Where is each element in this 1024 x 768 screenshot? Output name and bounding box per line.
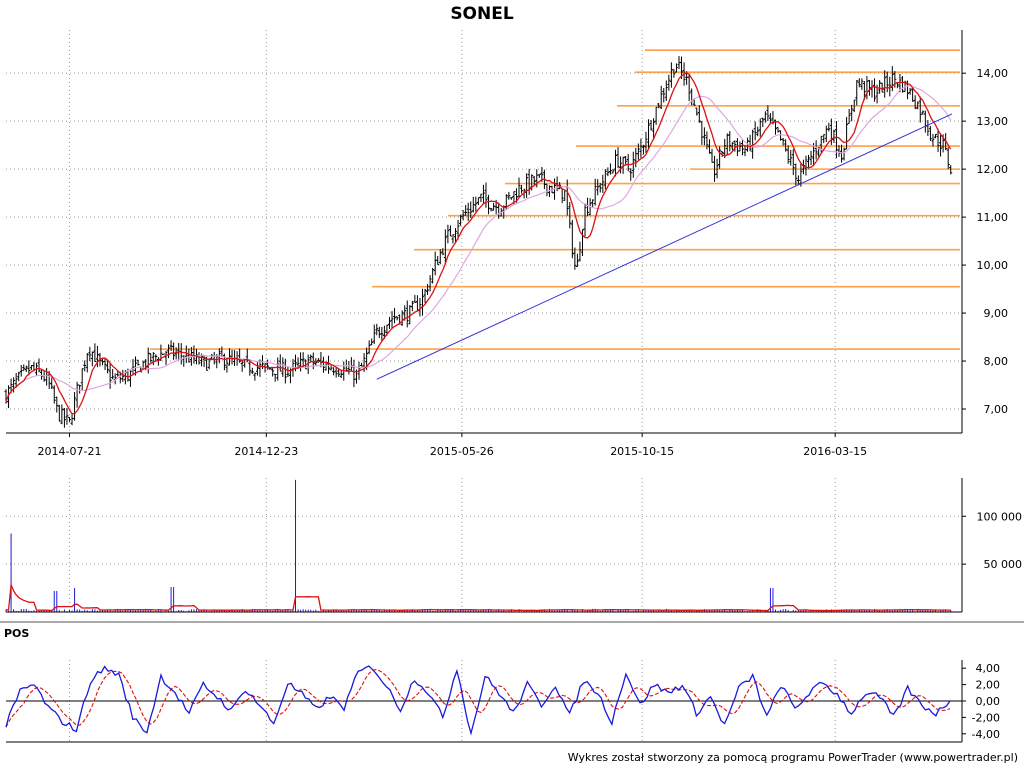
price-y-tick-label: 10,00 (977, 259, 1009, 272)
date-tick-label: 2016-03-15 (803, 445, 867, 458)
pos-y-tick-label: 4,00 (976, 662, 1001, 675)
volume-grid (6, 478, 962, 612)
price-y-tick-label: 11,00 (977, 211, 1009, 224)
volume-moving-average (5, 584, 951, 612)
pos-signal-line (5, 669, 951, 728)
pos-y-tick-label: -2,00 (972, 711, 1000, 724)
date-tick-label: 2015-10-15 (610, 445, 674, 458)
price-y-tick-label: 14,00 (977, 67, 1009, 80)
volume-y-tick-label: 100 000 (977, 510, 1023, 523)
fast-moving-average (5, 72, 952, 415)
trendline (376, 113, 953, 380)
slow-moving-average (5, 84, 952, 403)
price-y-tick-label: 13,00 (977, 115, 1009, 128)
volume-y-tick-label: 50 000 (984, 558, 1023, 571)
pos-y-tick-label: 2,00 (976, 679, 1001, 692)
pos-y-ticks: 4,00 2,00 0,00 -2,00 -4,00 (962, 662, 1000, 741)
price-grid (6, 30, 962, 433)
pos-line (5, 665, 951, 736)
pos-label: POS (4, 627, 29, 640)
footer-credit: Wykres został stworzony za pomocą progra… (568, 751, 1018, 764)
pos-y-tick-label: 0,00 (976, 695, 1001, 708)
pos-y-tick-label: -4,00 (972, 728, 1000, 741)
volume-bars (5, 479, 952, 612)
horizontal-levels (150, 49, 960, 350)
volume-y-ticks: 50 000 100 000 (962, 510, 1022, 571)
price-y-tick-label: 8,00 (984, 355, 1009, 368)
pos-panel: POS 4,00 2,00 0,00 -2,00 -4,00 (0, 621, 1024, 743)
price-y-tick-label: 7,00 (984, 403, 1009, 416)
date-tick-label: 2014-12-23 (234, 445, 298, 458)
price-y-tick-label: 9,00 (984, 307, 1009, 320)
volume-panel: 50 000 100 000 (5, 478, 1022, 613)
date-tick-label: 2015-05-26 (430, 445, 494, 458)
date-ticks: 2014-07-21 2014-12-23 2015-05-26 2015-10-15… (38, 433, 867, 458)
chart-title: SONEL (450, 4, 514, 24)
price-panel: 7,00 8,00 9,00 10,00 11,00 12,00 13,00 14,00 20… (4, 30, 1008, 458)
price-y-tick-label: 12,00 (977, 163, 1009, 176)
price-candles (4, 56, 953, 428)
date-tick-label: 2014-07-21 (38, 445, 102, 458)
price-y-ticks: 7,00 8,00 9,00 10,00 11,00 12,00 13,00 14,00 (962, 67, 1008, 416)
